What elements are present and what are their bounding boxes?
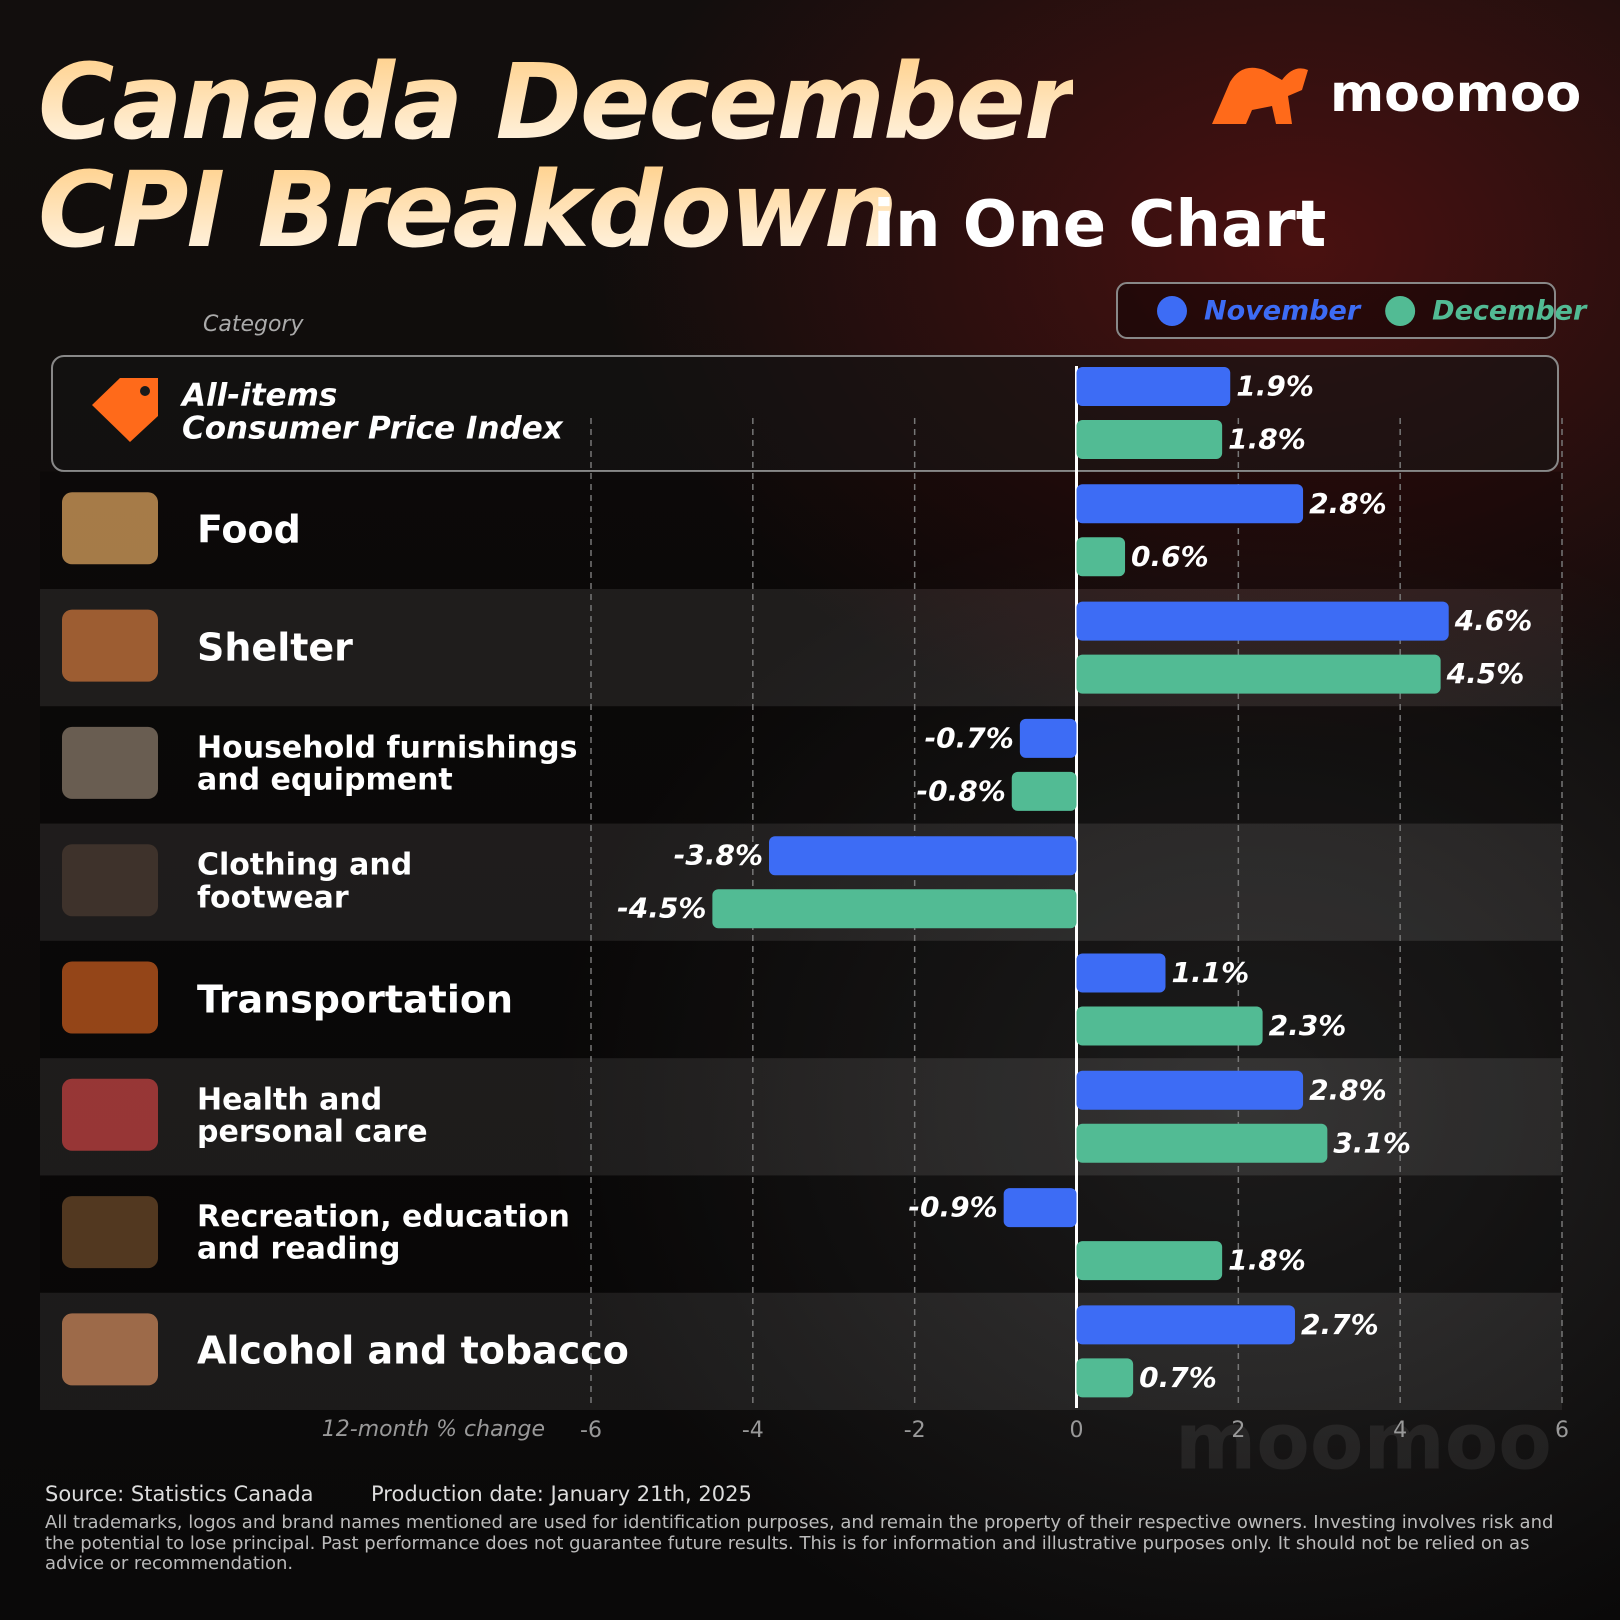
x-axis-label: 12-month % change <box>322 1417 545 1442</box>
bar <box>1076 1070 1304 1110</box>
value-label: 2.8% <box>1309 1073 1387 1106</box>
bar <box>1019 718 1077 758</box>
row-band <box>40 706 1562 824</box>
category-label: Shelter <box>197 625 353 670</box>
production-date: Production date: January 21th, 2025 <box>371 1482 752 1506</box>
x-tick-label: 6 <box>1555 1418 1569 1443</box>
value-label: 1.9% <box>1236 370 1314 403</box>
category-label: Household furnishings and equipment <box>197 730 578 798</box>
value-label: 3.1% <box>1333 1126 1411 1159</box>
row-band <box>40 1292 1562 1411</box>
title-line: CPI Breakdown <box>38 149 898 271</box>
bar <box>1076 1241 1223 1281</box>
value-label: 2.8% <box>1309 487 1387 520</box>
bar <box>1076 367 1231 406</box>
bar <box>1076 1305 1295 1345</box>
value-label: -0.9% <box>908 1191 997 1224</box>
bar <box>1076 654 1441 694</box>
value-label: 4.5% <box>1446 657 1525 690</box>
category-icon <box>62 492 158 565</box>
value-label: 2.3% <box>1269 1009 1347 1042</box>
legend-swatch <box>1385 296 1416 326</box>
bar <box>1076 601 1449 641</box>
category-icon <box>62 961 158 1034</box>
value-label: 0.7% <box>1139 1361 1217 1394</box>
bar <box>1076 484 1304 524</box>
value-label: 1.1% <box>1172 956 1250 989</box>
category-icon <box>62 1196 158 1269</box>
category-icon <box>62 1078 158 1151</box>
legend-swatch <box>1157 296 1187 326</box>
x-tick-label: 0 <box>1070 1418 1084 1443</box>
title-line: Canada December <box>38 41 1075 163</box>
value-label: 4.6% <box>1454 604 1533 637</box>
bar <box>1011 771 1077 811</box>
legend-label: November <box>1204 296 1362 327</box>
bar <box>1076 537 1126 577</box>
bar <box>1003 1188 1077 1228</box>
row-band <box>40 471 1562 589</box>
x-tick-label: 4 <box>1393 1418 1407 1443</box>
x-tick-label: 2 <box>1231 1418 1245 1443</box>
category-label: Alcohol and tobacco <box>197 1328 629 1373</box>
bar <box>1076 420 1223 459</box>
source: Source: Statistics Canada <box>45 1482 314 1506</box>
row-band <box>40 940 1562 1059</box>
category-label: Transportation <box>197 976 514 1021</box>
value-label: -0.8% <box>916 774 1005 807</box>
bar <box>769 836 1077 876</box>
category-label: Recreation, education and reading <box>197 1199 570 1268</box>
value-label: 2.7% <box>1301 1308 1379 1341</box>
legend-box <box>1116 282 1556 339</box>
watermark: moomoo <box>1175 1397 1552 1487</box>
x-tick-label: -2 <box>904 1418 926 1443</box>
category-label: Clothing and footwear <box>197 847 413 916</box>
category-icon <box>62 609 158 682</box>
bar <box>1076 1123 1328 1163</box>
bar <box>1076 953 1166 993</box>
value-label: -3.8% <box>674 839 763 872</box>
category-icon <box>62 1313 158 1386</box>
value-label: 1.8% <box>1228 423 1306 456</box>
value-label: 0.6% <box>1131 540 1209 573</box>
disclaimer: All trademarks, logos and brand names me… <box>45 1512 1554 1575</box>
bar <box>1076 1358 1134 1398</box>
category-label: All-items Consumer Price Index <box>182 377 563 447</box>
bar <box>1076 1006 1263 1046</box>
value-label: 1.8% <box>1228 1244 1306 1277</box>
brand-logo <box>1212 67 1308 124</box>
brand-name: moomoo <box>1330 64 1581 124</box>
x-tick-label: -6 <box>580 1418 602 1443</box>
value-label: -4.5% <box>617 892 706 925</box>
tag-hole <box>140 386 150 396</box>
category-icon <box>62 844 158 917</box>
row-band <box>40 1175 1562 1293</box>
subtitle: in One Chart <box>873 188 1327 262</box>
value-label: -0.7% <box>925 721 1014 754</box>
category-axis-label: Category <box>203 312 304 337</box>
legend-label: December <box>1432 296 1588 327</box>
bar <box>712 889 1077 929</box>
x-tick-label: -4 <box>742 1418 764 1443</box>
category-icon <box>62 726 158 799</box>
category-label: Food <box>197 507 301 552</box>
category-label: Health and personal care <box>197 1082 428 1150</box>
